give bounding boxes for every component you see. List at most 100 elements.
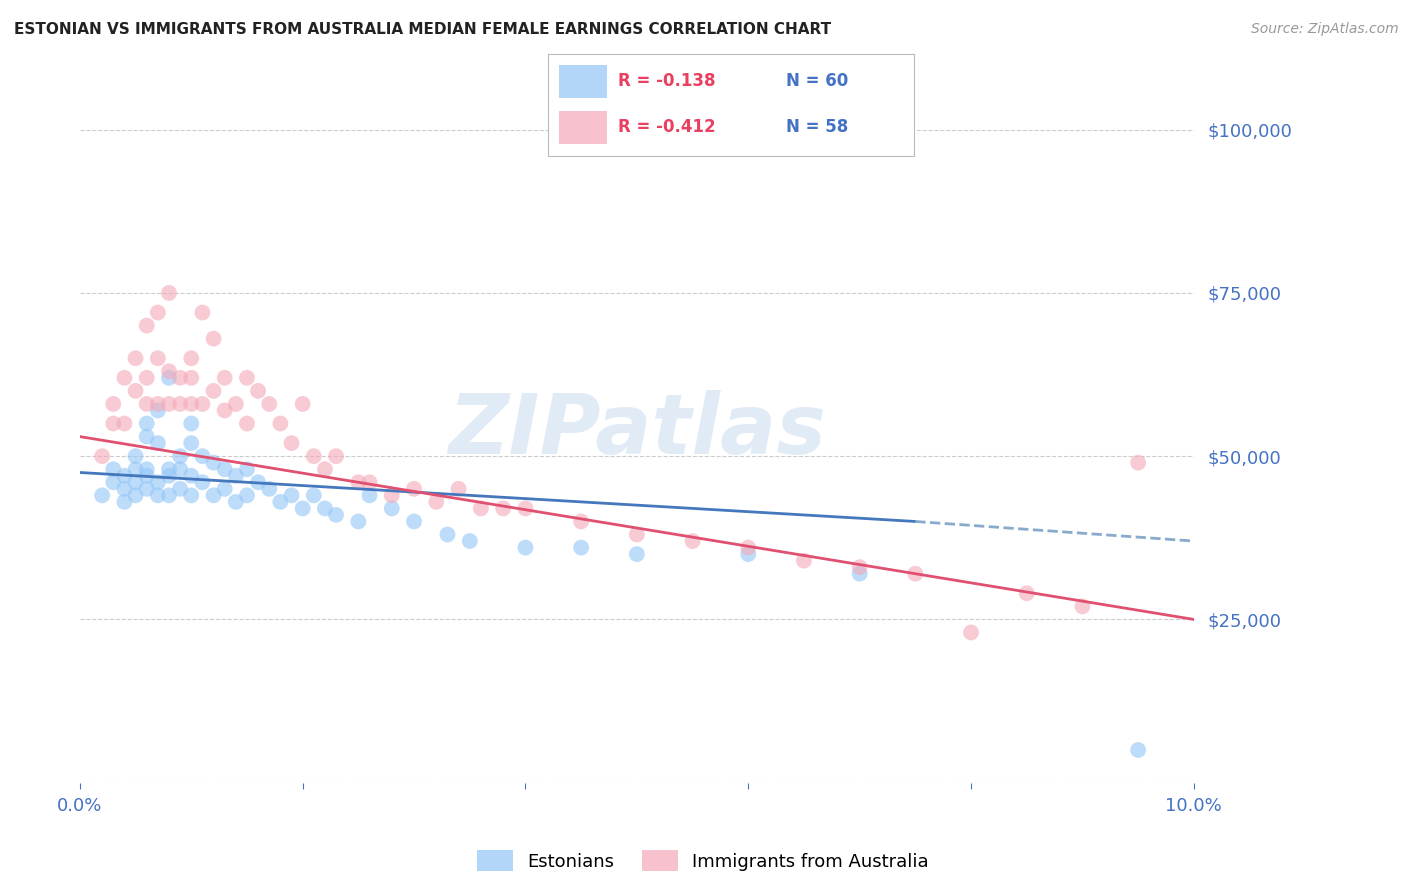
Point	[381, 488, 404, 502]
Point	[146, 475, 169, 490]
Point	[146, 436, 169, 450]
Point	[569, 515, 592, 529]
Point	[626, 547, 648, 561]
Point	[180, 468, 202, 483]
Point	[112, 482, 135, 496]
Point	[492, 501, 515, 516]
Point	[112, 495, 135, 509]
Point	[904, 566, 927, 581]
Point	[269, 417, 291, 431]
Point	[112, 371, 135, 385]
Point	[191, 475, 214, 490]
Point	[146, 403, 169, 417]
Point	[135, 468, 157, 483]
Point	[202, 456, 225, 470]
Point	[436, 527, 458, 541]
Point	[180, 417, 202, 431]
Point	[793, 554, 815, 568]
Point	[247, 475, 270, 490]
Point	[124, 462, 146, 476]
Point	[1015, 586, 1038, 600]
Point	[146, 397, 169, 411]
Bar	[560, 65, 607, 97]
Point	[169, 397, 191, 411]
Point	[325, 449, 347, 463]
Point	[359, 488, 381, 502]
Point	[103, 417, 125, 431]
Point	[347, 475, 370, 490]
Point	[124, 449, 146, 463]
Point	[112, 468, 135, 483]
Point	[848, 566, 870, 581]
Point	[157, 468, 180, 483]
Point	[157, 462, 180, 476]
Point	[124, 475, 146, 490]
Point	[381, 501, 404, 516]
Point	[135, 371, 157, 385]
Point	[214, 403, 236, 417]
Point	[169, 462, 191, 476]
Point	[225, 468, 247, 483]
Text: N = 58: N = 58	[786, 119, 848, 136]
Point	[236, 488, 259, 502]
Text: R = -0.138: R = -0.138	[617, 72, 716, 90]
Point	[291, 397, 314, 411]
Point	[236, 462, 259, 476]
Point	[202, 488, 225, 502]
Point	[135, 429, 157, 443]
Point	[515, 501, 537, 516]
Point	[236, 417, 259, 431]
Point	[302, 488, 325, 502]
Point	[191, 305, 214, 319]
Point	[103, 462, 125, 476]
Point	[157, 371, 180, 385]
Point	[180, 371, 202, 385]
Point	[569, 541, 592, 555]
Point	[960, 625, 983, 640]
Point	[425, 495, 447, 509]
Point	[280, 488, 302, 502]
Point	[157, 364, 180, 378]
Point	[1126, 743, 1149, 757]
Point	[458, 534, 481, 549]
Point	[626, 527, 648, 541]
Point	[402, 482, 425, 496]
Point	[157, 285, 180, 300]
Point	[146, 488, 169, 502]
Point	[214, 482, 236, 496]
Point	[124, 384, 146, 398]
Point	[169, 449, 191, 463]
Point	[146, 305, 169, 319]
Text: R = -0.412: R = -0.412	[617, 119, 716, 136]
Bar	[560, 111, 607, 144]
Point	[135, 482, 157, 496]
Point	[157, 397, 180, 411]
Point	[325, 508, 347, 522]
Point	[103, 397, 125, 411]
Point	[848, 560, 870, 574]
Point	[191, 449, 214, 463]
Point	[157, 488, 180, 502]
Point	[180, 488, 202, 502]
Point	[214, 462, 236, 476]
Point	[112, 417, 135, 431]
Point	[359, 475, 381, 490]
Point	[91, 488, 114, 502]
Point	[124, 351, 146, 366]
Point	[124, 488, 146, 502]
Point	[180, 351, 202, 366]
Point	[225, 495, 247, 509]
Point	[257, 482, 280, 496]
Point	[1071, 599, 1094, 614]
Point	[737, 541, 759, 555]
Point	[103, 475, 125, 490]
Point	[169, 482, 191, 496]
Point	[314, 501, 336, 516]
Point	[214, 371, 236, 385]
Point	[447, 482, 470, 496]
Point	[202, 332, 225, 346]
Point	[280, 436, 302, 450]
Point	[402, 515, 425, 529]
Point	[91, 449, 114, 463]
Legend: Estonians, Immigrants from Australia: Estonians, Immigrants from Australia	[470, 843, 936, 879]
